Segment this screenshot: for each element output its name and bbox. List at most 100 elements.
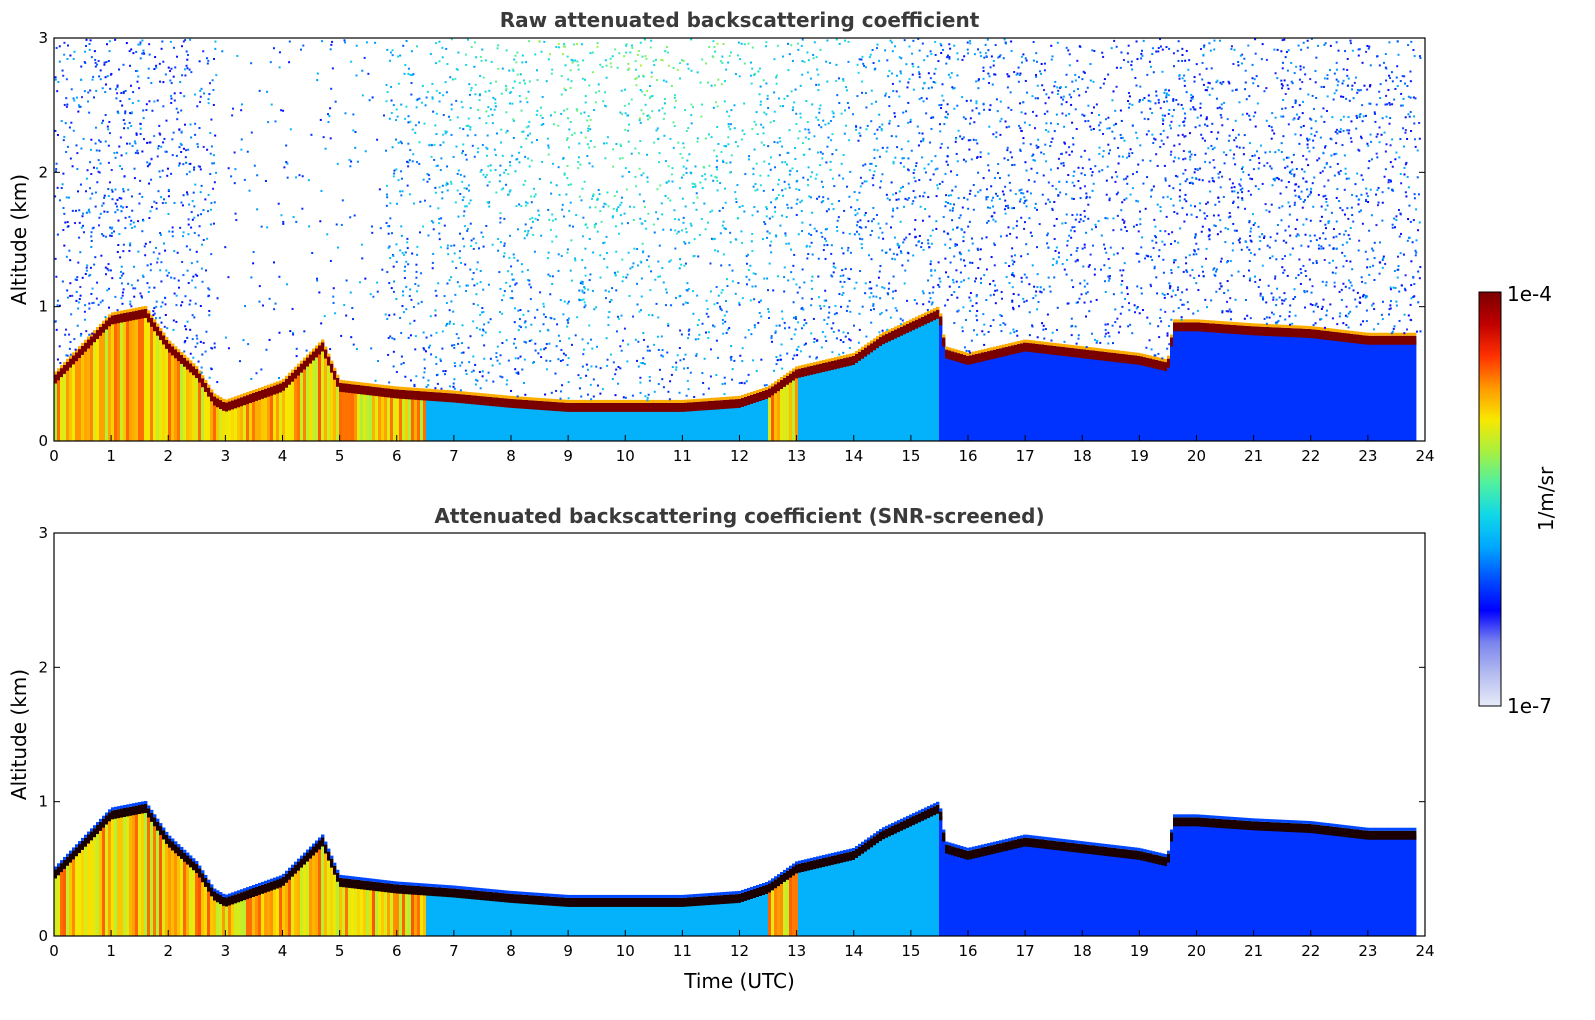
noise-cell	[385, 193, 388, 196]
noise-cell	[968, 296, 971, 299]
layer-edge-cell	[216, 395, 220, 399]
noise-cell	[155, 202, 158, 205]
noise-cell	[302, 44, 305, 47]
layer-edge-cell	[708, 398, 712, 402]
boundary-layer-cell	[105, 324, 109, 441]
noise-cell	[1201, 265, 1204, 268]
noise-cell	[771, 215, 774, 218]
layer-edge-cell	[969, 352, 973, 356]
noise-cell	[549, 114, 552, 117]
noise-cell	[175, 107, 178, 110]
noise-cell	[66, 221, 69, 224]
layer-edge-cell	[522, 396, 526, 400]
noise-cell	[682, 221, 685, 224]
noise-cell	[922, 195, 925, 198]
boundary-layer-cell	[1038, 348, 1042, 441]
noise-cell	[295, 355, 298, 358]
noise-cell	[1285, 156, 1288, 159]
noise-cell	[679, 153, 682, 156]
noise-cell	[1089, 253, 1092, 256]
noise-cell	[950, 72, 953, 75]
noise-cell	[501, 342, 504, 345]
layer-edge-cell	[1227, 321, 1231, 325]
noise-cell	[1009, 91, 1012, 94]
layer-edge-cell	[606, 399, 610, 403]
noise-cell	[1069, 229, 1072, 232]
noise-cell	[1019, 149, 1022, 152]
noise-cell	[386, 317, 389, 320]
noise-cell	[593, 109, 596, 112]
noise-cell	[784, 234, 787, 237]
noise-cell	[182, 235, 185, 238]
noise-cell	[1187, 308, 1190, 311]
layer-top-cell	[993, 349, 997, 359]
noise-cell	[755, 369, 758, 372]
noise-cell	[164, 303, 167, 306]
noise-cell	[1051, 331, 1054, 334]
noise-cell	[809, 223, 812, 226]
noise-cell	[901, 264, 904, 267]
layer-edge-cell	[1008, 343, 1012, 347]
noise-cell	[79, 286, 82, 289]
noise-cell	[604, 59, 607, 62]
boundary-layer-cell	[537, 405, 541, 441]
noise-cell	[654, 58, 657, 61]
layer-edge-cell	[408, 387, 412, 391]
noise-cell	[1322, 232, 1325, 235]
noise-cell	[1412, 96, 1415, 99]
noise-cell	[519, 73, 522, 76]
boundary-layer-cell	[1251, 330, 1255, 441]
noise-cell	[1314, 81, 1317, 84]
boundary-layer-cell	[477, 400, 481, 441]
noise-cell	[917, 240, 920, 243]
noise-cell	[890, 226, 893, 229]
noise-cell	[646, 90, 649, 93]
boundary-layer-cell	[339, 387, 343, 441]
noise-cell	[1140, 52, 1143, 55]
noise-cell	[1276, 48, 1279, 51]
noise-cell	[1208, 82, 1211, 85]
noise-cell	[797, 48, 800, 51]
noise-cell	[1048, 200, 1051, 203]
noise-cell	[647, 114, 650, 117]
layer-edge-cell	[1365, 332, 1369, 336]
noise-cell	[1065, 213, 1068, 216]
noise-cell	[1405, 161, 1408, 164]
noise-cell	[970, 339, 973, 342]
boundary-layer-cell	[723, 404, 727, 441]
layer-edge-cell	[153, 319, 157, 323]
layer-top-cell	[1158, 360, 1162, 370]
noise-cell	[738, 75, 741, 78]
noise-cell	[842, 351, 845, 354]
layer-top-cell	[753, 393, 757, 403]
layer-edge-cell	[822, 360, 826, 364]
noise-cell	[395, 297, 398, 300]
noise-cell	[956, 310, 959, 313]
noise-cell	[128, 215, 131, 218]
noise-cell	[479, 281, 482, 284]
layer-top-cell	[846, 357, 850, 367]
noise-cell	[704, 178, 707, 181]
noise-cell	[452, 382, 455, 385]
noise-cell	[999, 120, 1002, 123]
noise-cell	[186, 193, 189, 196]
heatmap-field	[54, 38, 1422, 441]
noise-cell	[1017, 66, 1020, 69]
boundary-layer-cell	[906, 328, 910, 441]
layer-edge-cell	[423, 388, 427, 392]
noise-cell	[875, 214, 878, 217]
noise-cell	[310, 133, 313, 136]
noise-cell	[391, 254, 394, 257]
layer-top-cell	[1341, 332, 1345, 342]
noise-cell	[1119, 109, 1122, 112]
noise-cell	[1243, 57, 1246, 60]
noise-cell	[104, 83, 107, 86]
noise-cell	[780, 358, 783, 361]
layer-top-cell	[90, 336, 94, 346]
noise-cell	[1274, 239, 1277, 242]
noise-cell	[665, 181, 668, 184]
noise-cell	[1399, 173, 1402, 176]
noise-cell	[899, 250, 902, 253]
layer-edge-cell	[957, 350, 961, 354]
layer-top-cell	[1269, 327, 1273, 337]
